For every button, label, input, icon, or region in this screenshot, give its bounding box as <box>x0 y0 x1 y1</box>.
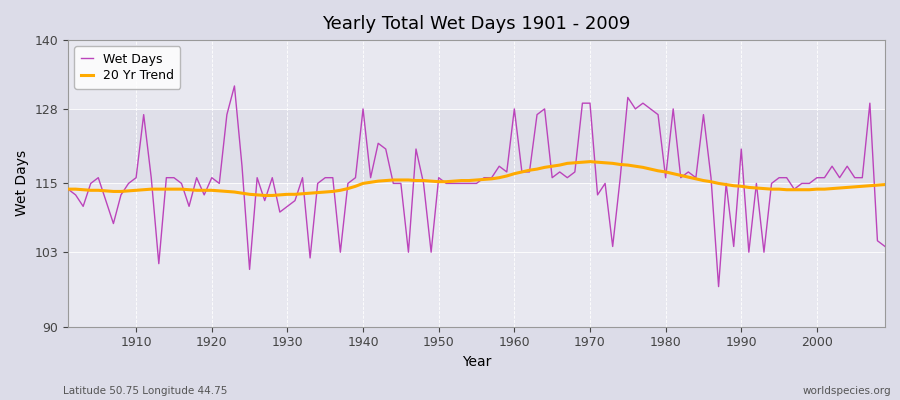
Wet Days <box>123 181 134 186</box>
20 Yr Trend <box>517 170 527 174</box>
20 Yr Trend <box>123 188 134 193</box>
Text: worldspecies.org: worldspecies.org <box>803 386 891 396</box>
20 Yr Trend <box>63 187 74 192</box>
Legend: Wet Days, 20 Yr Trend: Wet Days, 20 Yr Trend <box>75 46 180 89</box>
Y-axis label: Wet Days: Wet Days <box>15 150 29 216</box>
X-axis label: Year: Year <box>462 355 491 369</box>
Title: Yearly Total Wet Days 1901 - 2009: Yearly Total Wet Days 1901 - 2009 <box>322 15 631 33</box>
Wet Days <box>508 106 519 111</box>
20 Yr Trend <box>615 162 626 167</box>
Line: 20 Yr Trend: 20 Yr Trend <box>68 162 885 196</box>
Bar <box>68 109 885 184</box>
20 Yr Trend <box>259 193 270 198</box>
Wet Days <box>229 84 239 88</box>
Wet Days <box>343 181 354 186</box>
Wet Days <box>879 244 890 249</box>
20 Yr Trend <box>343 186 354 191</box>
Wet Days <box>608 244 618 249</box>
Text: Latitude 50.75 Longitude 44.75: Latitude 50.75 Longitude 44.75 <box>63 386 228 396</box>
Wet Days <box>297 175 308 180</box>
20 Yr Trend <box>585 159 596 164</box>
Wet Days <box>63 187 74 192</box>
Wet Days <box>713 284 724 289</box>
20 Yr Trend <box>508 171 519 176</box>
Wet Days <box>517 170 527 174</box>
20 Yr Trend <box>297 191 308 196</box>
20 Yr Trend <box>879 182 890 187</box>
Line: Wet Days: Wet Days <box>68 86 885 286</box>
